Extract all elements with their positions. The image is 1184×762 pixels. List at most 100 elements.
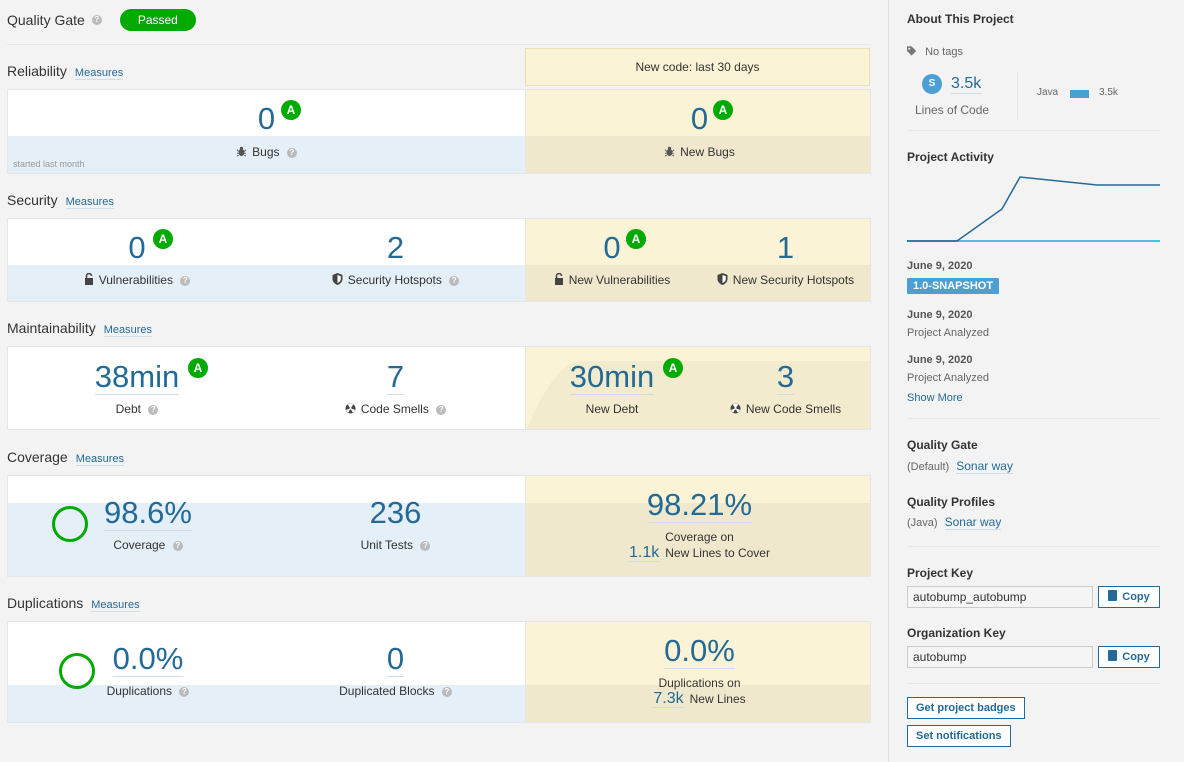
security-overall: 0 A Vulnerabilities ? 2 Security Hotspot… [8, 219, 525, 301]
vulnerabilities-rating[interactable]: A [153, 229, 173, 249]
code-smells-value[interactable]: 7 [386, 359, 405, 395]
help-icon[interactable]: ? [441, 686, 452, 697]
code-smells-label-row: Code Smells ? [266, 402, 525, 417]
new-hotspots-value[interactable]: 1 [776, 230, 795, 265]
help-icon[interactable]: ? [420, 540, 431, 551]
help-icon[interactable]: ? [436, 404, 447, 415]
show-more-link[interactable]: Show More [907, 392, 963, 404]
project-key-title: Project Key [907, 566, 974, 580]
new-coverage-measure[interactable]: 98.21% [526, 487, 870, 523]
activity-date: June 9, 2020 [907, 354, 973, 366]
tags-row[interactable]: No tags [907, 46, 963, 58]
coverage-measure[interactable]: 98.6% [88, 495, 208, 531]
language-value: 3.5k [1099, 87, 1118, 98]
copy-project-key-button[interactable]: Copy [1098, 586, 1160, 608]
maintainability-measures-link[interactable]: Measures [103, 324, 153, 337]
new-coverage-label: Coverage on [665, 530, 734, 544]
new-lines-label: New Lines [689, 692, 746, 706]
new-bugs-value[interactable]: 0 [690, 101, 709, 136]
vulnerabilities-measure[interactable]: 0 [8, 231, 266, 265]
band [8, 503, 525, 576]
quality-gate-link[interactable]: Sonar way [956, 459, 1013, 474]
help-icon[interactable]: ? [91, 15, 102, 25]
copy-organization-key-button[interactable]: Copy [1098, 646, 1160, 668]
coverage-overall: 98.6% Coverage ? 236 Unit Tests ? [8, 476, 525, 576]
new-vulnerabilities-measure[interactable]: 0 [526, 231, 698, 265]
bugs-rating[interactable]: A [281, 100, 301, 120]
new-code-smells-label-row: New Code Smells [698, 402, 870, 417]
radiation-icon [730, 403, 741, 417]
unit-tests-measure[interactable]: 236 [266, 496, 525, 530]
new-vulnerabilities-rating[interactable]: A [626, 229, 646, 249]
debt-value[interactable]: 38min [94, 359, 180, 395]
coverage-value[interactable]: 98.6% [104, 495, 192, 531]
new-debt-label-row: New Debt [526, 402, 698, 416]
project-key-field[interactable]: autobump_autobump [907, 586, 1093, 608]
activity-title: Project Activity [907, 150, 994, 164]
quality-profile-row: (Java) Sonar way [907, 515, 1002, 530]
new-bugs-measure[interactable]: 0 [526, 101, 870, 136]
new-vulnerabilities-label-row: New Vulnerabilities [526, 273, 698, 288]
duplications-measures-link[interactable]: Measures [91, 599, 140, 612]
reliability-panel: 0 A Bugs ? started last month 0 A New Bu… [7, 89, 871, 174]
coverage-label-row: Coverage ? [88, 538, 208, 552]
unit-tests-value[interactable]: 236 [369, 495, 422, 530]
bugs-label: Bugs [252, 145, 280, 159]
new-coverage-value[interactable]: 98.21% [646, 487, 753, 523]
coverage-donut-chart[interactable] [52, 506, 88, 542]
started-note: started last month [13, 159, 85, 169]
coverage-measures-link[interactable]: Measures [75, 453, 124, 466]
new-code-smells-measure[interactable]: 3 [698, 359, 870, 395]
new-lines-row: 7.3k New Lines [526, 690, 870, 708]
new-lines-to-cover-value[interactable]: 1.1k [629, 544, 660, 562]
help-icon[interactable]: ? [180, 275, 191, 286]
new-bugs-rating[interactable]: A [713, 100, 733, 120]
vulnerabilities-value[interactable]: 0 [128, 230, 146, 265]
help-icon[interactable]: ? [449, 275, 460, 286]
help-icon[interactable]: ? [172, 540, 183, 551]
hotspots-measure[interactable]: 2 [266, 231, 525, 265]
new-code-smells-value[interactable]: 3 [776, 359, 795, 395]
maintainability-new-code: 30min A New Debt 3 New Code Smells [525, 347, 870, 429]
duplications-donut-chart[interactable] [59, 653, 95, 689]
set-notifications-button[interactable]: Set notifications [907, 725, 1011, 747]
duplications-label: Duplications [106, 684, 173, 698]
new-debt-measure[interactable]: 30min [526, 359, 698, 395]
band [8, 685, 525, 722]
debt-measure[interactable]: 38min [8, 359, 266, 395]
duplications-value[interactable]: 0.0% [112, 641, 184, 677]
get-project-badges-button[interactable]: Get project badges [907, 697, 1025, 719]
organization-key-field[interactable]: autobump [907, 646, 1093, 668]
help-icon[interactable]: ? [148, 404, 159, 415]
bugs-value[interactable]: 0 [257, 101, 276, 136]
reliability-measures-link[interactable]: Measures [74, 67, 124, 80]
hotspots-value[interactable]: 2 [386, 230, 405, 265]
duplications-measure[interactable]: 0.0% [98, 641, 198, 677]
project-overview-main: Quality Gate ? Passed New code: last 30 … [7, 9, 871, 723]
new-lines-value[interactable]: 7.3k [653, 690, 684, 708]
help-icon[interactable]: ? [286, 147, 297, 158]
quality-profile-link[interactable]: Sonar way [944, 515, 1002, 530]
duplications-title: Duplications [7, 595, 84, 611]
activity-graph[interactable] [907, 172, 1160, 247]
help-icon[interactable]: ? [179, 686, 190, 697]
security-measures-link[interactable]: Measures [65, 196, 114, 209]
new-debt-label: New Debt [585, 402, 639, 416]
lines-of-code-value[interactable]: 3.5k [951, 75, 982, 94]
bugs-measure[interactable]: 0 [8, 102, 525, 136]
shield-icon [332, 273, 343, 288]
coverage-panel: 98.6% Coverage ? 236 Unit Tests ? 98.21%… [7, 475, 871, 577]
new-duplications-value[interactable]: 0.0% [664, 633, 735, 669]
debt-label: Debt [115, 402, 141, 416]
new-vulnerabilities-value[interactable]: 0 [603, 230, 621, 265]
duplicated-blocks-measure[interactable]: 0 [266, 641, 525, 677]
debt-rating[interactable]: A [188, 358, 208, 378]
code-smells-measure[interactable]: 7 [266, 359, 525, 395]
duplicated-blocks-value[interactable]: 0 [386, 641, 405, 677]
new-duplications-measure[interactable]: 0.0% [526, 633, 870, 669]
quality-gate-row: (Default) Sonar way [907, 459, 1013, 474]
new-hotspots-measure[interactable]: 1 [698, 230, 870, 265]
new-debt-value[interactable]: 30min [569, 359, 655, 395]
new-debt-rating[interactable]: A [663, 358, 683, 378]
coverage-new-code: 98.21% Coverage on 1.1k New Lines to Cove… [525, 476, 870, 576]
